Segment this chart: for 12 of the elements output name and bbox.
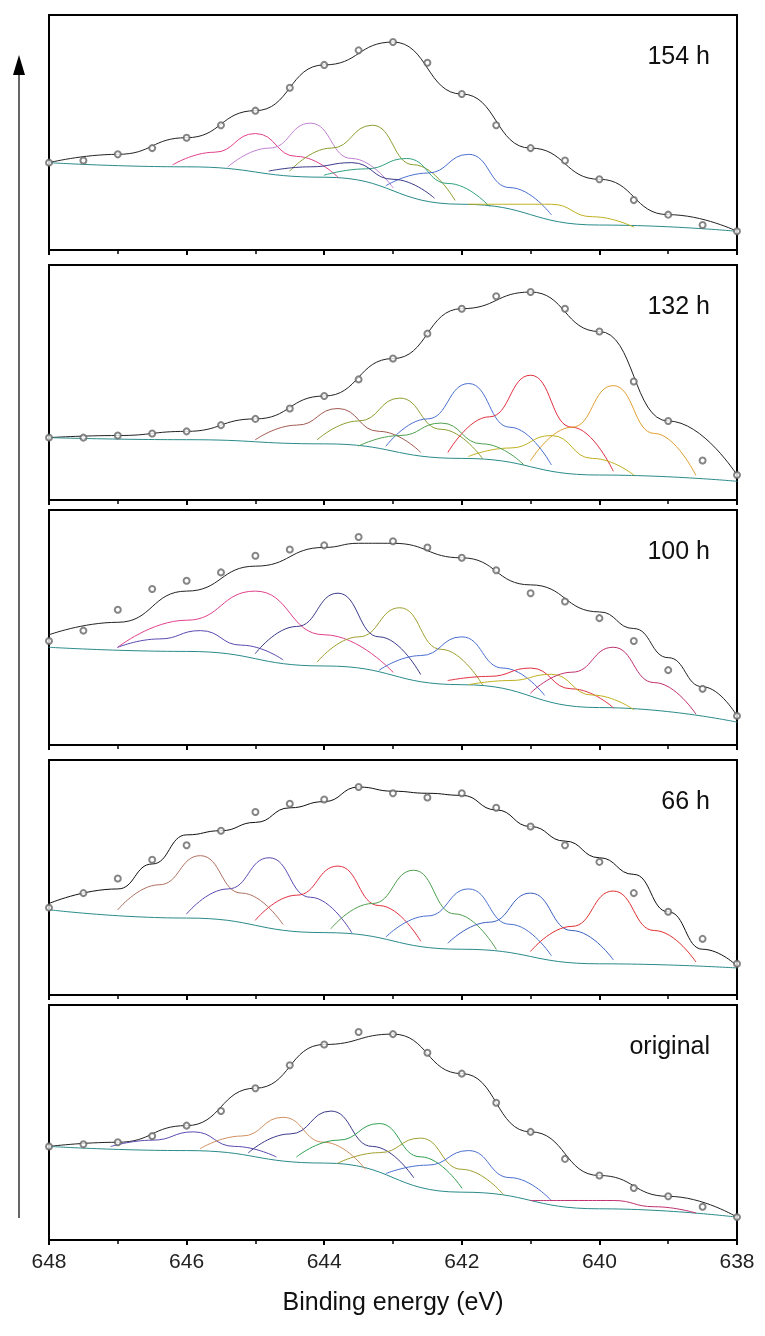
x-tick-label: 648 [31,1249,67,1272]
x-tick-label: 642 [444,1249,480,1272]
x-axis-title: Binding energy (eV) [282,1286,504,1315]
x-tick-label: 638 [719,1249,755,1272]
chart-title: 100 h [647,535,710,564]
chart-title: 66 h [661,785,711,814]
x-tick-label: 644 [306,1249,343,1272]
chart-title: 154 h [647,40,710,69]
x-tick-label: 646 [169,1249,205,1272]
chart-title: 132 h [647,290,710,319]
chart-title: original [629,1030,711,1059]
x-tick-label: 640 [581,1249,617,1272]
